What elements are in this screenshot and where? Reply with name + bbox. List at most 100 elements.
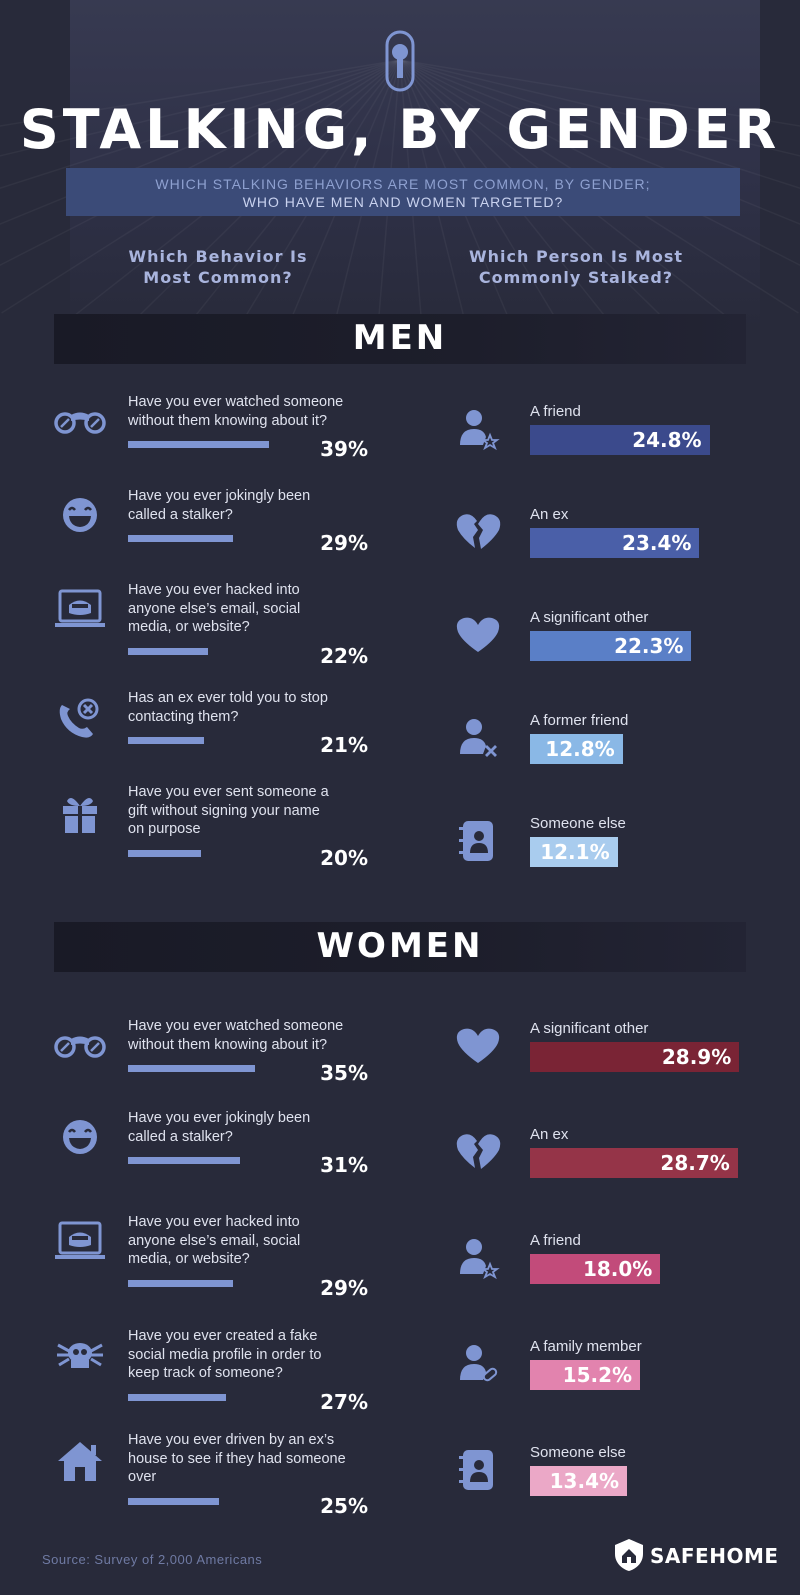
laughing-face-icon — [52, 493, 108, 543]
broken-heart-icon — [450, 508, 506, 558]
broken-heart-icon — [450, 1128, 506, 1178]
behavior-header-line-1: Which Behavior Is — [128, 247, 308, 266]
target-bar: 22.3% — [530, 631, 692, 661]
question-line: Have you ever watched someone — [128, 394, 344, 410]
behavior-percent: 21% — [320, 733, 368, 757]
question-line: Have you ever hacked into — [128, 582, 300, 598]
header-ray — [377, 59, 401, 330]
behavior-bar — [128, 1279, 234, 1287]
question-line: on purpose — [128, 821, 201, 837]
question-line: over — [128, 1469, 157, 1485]
women-section-band — [54, 922, 746, 972]
target-label: Someone else — [530, 815, 626, 832]
target-label: A significant other — [530, 609, 649, 626]
question-line: without them knowing about it? — [128, 412, 328, 429]
header-ray — [399, 59, 800, 225]
behavior-percent: 22% — [320, 643, 368, 668]
question-line: called a stalker? — [128, 506, 233, 523]
behavior-percent: 20% — [320, 845, 368, 870]
subtitle-line-2: WHO HAVE MEN AND WOMEN TARGETED? — [242, 194, 564, 210]
header-ray — [399, 59, 800, 157]
header-ray — [399, 59, 515, 330]
header-ray — [399, 59, 800, 127]
target-label: A friend — [530, 1232, 581, 1249]
target-header-line-2: Commonly Stalked? — [478, 268, 674, 287]
behavior-question: Has an ex ever told you to stop contactin… — [128, 689, 378, 726]
behavior-percent: 27% — [320, 1389, 368, 1414]
laughing-face-icon — [52, 1115, 108, 1165]
behavior-bar — [128, 647, 208, 655]
behavior-bar — [128, 1065, 255, 1072]
behavior-percent: 35% — [320, 1061, 368, 1085]
heart-icon — [450, 611, 506, 661]
behavior-percent: 25% — [320, 1493, 368, 1518]
behavior-percent: 29% — [320, 531, 368, 555]
behavior-question: Have you ever sent someone a gift without… — [128, 783, 378, 839]
header-ray — [399, 59, 800, 189]
header-ray — [399, 59, 468, 330]
question-line: called a stalker? — [128, 1128, 233, 1145]
behavior-question: Have you ever hacked into anyone else’s e… — [128, 1213, 378, 1269]
behavior-bar — [128, 737, 205, 744]
target-bar: 24.8% — [530, 425, 710, 455]
behavior-question: Have you ever watched someone without the… — [128, 1017, 378, 1054]
question-line: Have you ever jokingly been — [128, 488, 311, 504]
hacker-laptop-icon — [52, 1219, 108, 1269]
phone-blocked-icon — [52, 695, 108, 745]
behavior-question: Have you ever driven by an ex’s house to … — [128, 1431, 378, 1487]
behavior-question: Have you ever watched someone without the… — [128, 393, 378, 430]
behavior-percent: 39% — [320, 437, 368, 461]
question-line: Have you ever sent someone a — [128, 784, 329, 800]
shield-house-icon — [615, 1539, 643, 1571]
header-rays — [0, 59, 800, 330]
target-bar: 13.4% — [530, 1466, 628, 1496]
question-line: contacting them? — [128, 708, 239, 725]
behavior-question: Have you ever jokingly been called a stal… — [128, 1109, 378, 1146]
header-glow — [70, 0, 760, 330]
men-section-band — [54, 314, 746, 364]
question-line: Have you ever jokingly been — [128, 1110, 311, 1126]
target-column-header: Which Person Is Most Commonly Stalked? — [456, 246, 696, 288]
question-line: media, or website? — [128, 1251, 250, 1267]
binoculars-icon — [52, 399, 108, 449]
heart-icon — [450, 1022, 506, 1072]
women-section-label: WOMEN — [316, 926, 484, 966]
person-star-icon — [450, 405, 506, 455]
question-line: media, or website? — [128, 619, 250, 635]
behavior-bar — [128, 1157, 241, 1164]
source-note: Source: Survey of 2,000 Americans — [42, 1552, 263, 1567]
men-section-label: MEN — [352, 318, 448, 358]
behavior-bar — [128, 535, 234, 542]
page-title: STALKING, BY GENDER — [19, 98, 781, 161]
keyhole-lock-icon — [385, 30, 415, 92]
target-label: An ex — [530, 1126, 569, 1143]
person-star-icon — [450, 1234, 506, 1284]
question-line: without them knowing about it? — [128, 1036, 328, 1053]
behavior-column-header: Which Behavior Is Most Common? — [98, 246, 338, 288]
question-line: Has an ex ever told you to stop — [128, 690, 328, 706]
behavior-question: Have you ever jokingly been called a stal… — [128, 487, 378, 524]
person-x-icon — [450, 714, 506, 764]
question-line: anyone else’s email, social — [128, 1232, 301, 1249]
target-bar: 23.4% — [530, 528, 700, 558]
hacker-laptop-icon — [52, 587, 108, 637]
behavior-percent: 31% — [320, 1153, 368, 1177]
target-bar: 28.7% — [530, 1148, 738, 1178]
question-line: Have you ever driven by an ex’s — [128, 1432, 335, 1448]
person-bandage-icon — [450, 1340, 506, 1390]
header-ray — [0, 59, 401, 189]
behavior-bar — [128, 849, 201, 857]
header-ray — [399, 59, 423, 330]
question-line: Have you ever created a fake — [128, 1328, 318, 1344]
question-line: Have you ever hacked into — [128, 1214, 300, 1230]
question-line: Have you ever watched someone — [128, 1018, 344, 1034]
gift-icon — [52, 789, 108, 839]
question-line: house to see if they had someone — [128, 1450, 346, 1467]
behavior-question: Have you ever hacked into anyone else’s e… — [128, 581, 378, 637]
header-ray — [0, 59, 401, 127]
behavior-bar — [128, 1497, 219, 1505]
target-bar: 28.9% — [530, 1042, 740, 1072]
header-ray — [0, 59, 401, 225]
house-icon — [52, 1437, 108, 1487]
